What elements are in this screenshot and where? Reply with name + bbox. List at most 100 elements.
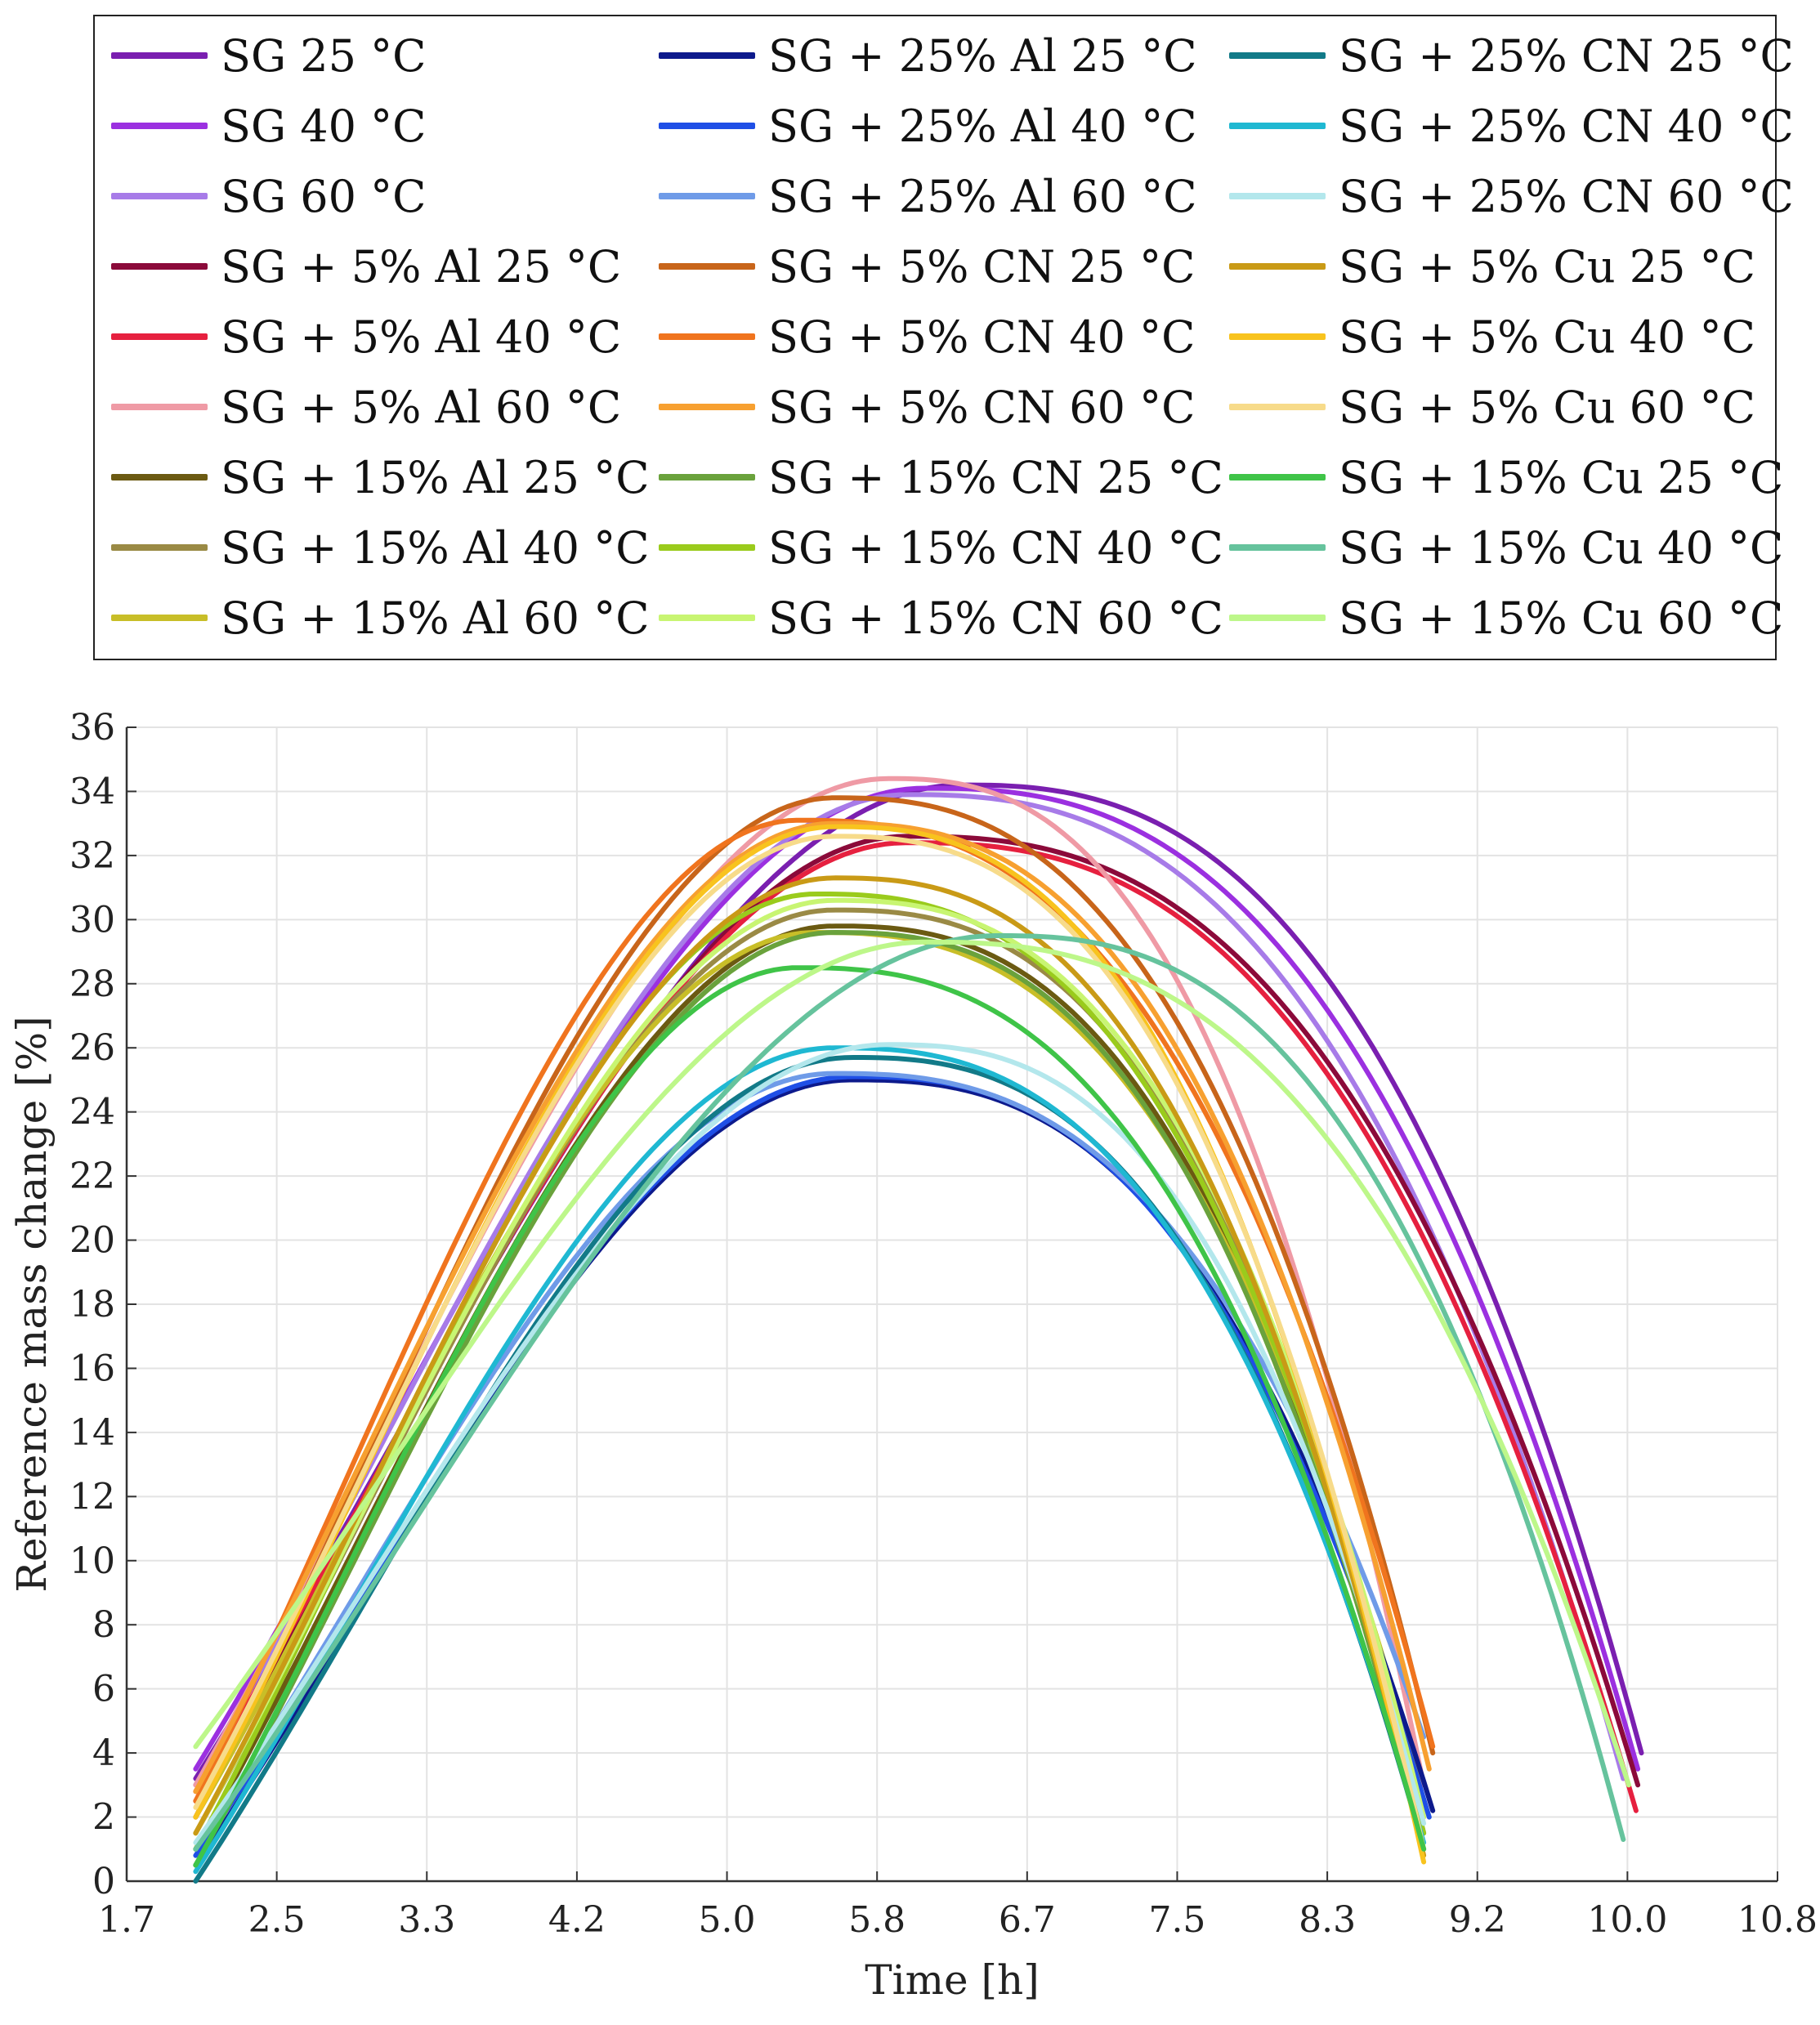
legend-label: SG + 25% Al 40 °C xyxy=(768,100,1197,152)
x-tick-label: 3.3 xyxy=(398,1899,455,1941)
y-tick-label: 36 xyxy=(69,707,115,749)
legend-swatch xyxy=(111,544,208,551)
y-tick-label: 4 xyxy=(92,1732,115,1774)
legend-entry: SG + 15% Cu 25 °C xyxy=(1229,445,1783,510)
y-tick-label: 8 xyxy=(92,1604,115,1646)
legend-swatch xyxy=(111,474,208,481)
legend-entry: SG + 5% Al 25 °C xyxy=(111,234,621,299)
legend-swatch xyxy=(1229,193,1326,199)
legend-swatch xyxy=(659,52,755,59)
x-tick-label: 9.2 xyxy=(1449,1899,1506,1941)
y-tick-label: 16 xyxy=(69,1348,115,1389)
x-tick-label: 4.2 xyxy=(548,1899,606,1941)
legend-entry: SG + 5% CN 60 °C xyxy=(659,374,1195,440)
legend-entry: SG + 15% Al 40 °C xyxy=(111,515,650,580)
x-tick-label: 6.7 xyxy=(999,1899,1056,1941)
legend-label: SG + 25% CN 40 °C xyxy=(1339,100,1794,152)
legend-label: SG + 25% Al 60 °C xyxy=(768,170,1197,222)
y-tick-label: 34 xyxy=(69,771,115,812)
legend-label: SG + 5% CN 60 °C xyxy=(768,381,1196,433)
legend-entry: SG + 5% CN 40 °C xyxy=(659,304,1195,369)
x-tick-label: 2.5 xyxy=(248,1899,306,1941)
legend-entry: SG 25 °C xyxy=(111,23,427,88)
x-tick-label: 5.8 xyxy=(848,1899,906,1941)
legend-swatch xyxy=(111,263,208,270)
legend-label: SG + 5% Cu 60 °C xyxy=(1339,381,1755,433)
series-line xyxy=(193,834,1427,1852)
legend-entry: SG + 15% CN 25 °C xyxy=(659,445,1223,510)
legend-entry: SG + 25% Al 60 °C xyxy=(659,163,1197,229)
legend-swatch xyxy=(659,263,755,270)
legend-swatch xyxy=(659,615,755,621)
legend-label: SG + 5% Cu 25 °C xyxy=(1339,240,1755,293)
x-tick-label: 8.3 xyxy=(1299,1899,1356,1941)
legend-label: SG + 15% CN 40 °C xyxy=(768,521,1223,574)
legend-entry: SG 60 °C xyxy=(111,163,427,229)
y-axis-label: Reference mass change [%] xyxy=(8,1016,56,1592)
series-line xyxy=(193,932,1626,1852)
legend-entry: SG + 5% Al 60 °C xyxy=(111,374,621,440)
y-tick-label: 10 xyxy=(69,1540,115,1582)
line-chart: 1.7 2.5 3.3 4.2 5.0 5.8 6.7 7.5 8.3 9.2 10.0 10.8 0 2… xyxy=(8,707,1818,2004)
legend: SG 25 °C SG 40 °C SG 60 °C SG + 5% Al 25 °C… xyxy=(93,15,1794,660)
legend-label: SG + 15% CN 60 °C xyxy=(768,592,1223,644)
legend-label: SG + 15% CN 25 °C xyxy=(768,451,1223,503)
legend-label: SG + 25% CN 25 °C xyxy=(1339,29,1794,82)
legend-entry: SG + 5% Cu 60 °C xyxy=(1229,374,1755,440)
legend-label: SG + 15% Al 60 °C xyxy=(221,592,650,644)
legend-entry: SG + 5% Cu 40 °C xyxy=(1229,304,1755,369)
legend-swatch xyxy=(659,193,755,199)
legend-swatch xyxy=(111,193,208,199)
y-tick-label: 12 xyxy=(69,1476,115,1518)
legend-entry: SG + 5% CN 25 °C xyxy=(659,234,1195,299)
legend-entry: SG + 15% CN 60 °C xyxy=(659,585,1223,650)
legend-swatch xyxy=(1229,615,1326,621)
legend-swatch xyxy=(659,404,755,410)
y-tick-label: 22 xyxy=(69,1156,115,1197)
legend-entry: SG + 5% Al 40 °C xyxy=(111,304,621,369)
legend-swatch xyxy=(1229,544,1326,551)
legend-label: SG 40 °C xyxy=(221,100,427,152)
legend-entry: SG + 15% Al 60 °C xyxy=(111,585,650,650)
legend-swatch xyxy=(111,404,208,410)
y-tick-label: 14 xyxy=(69,1412,115,1454)
y-tick-label: 28 xyxy=(69,963,115,1005)
legend-swatch xyxy=(659,123,755,129)
legend-swatch xyxy=(1229,263,1326,270)
legend-label: SG + 5% Al 60 °C xyxy=(221,381,622,433)
legend-label: SG + 15% Al 25 °C xyxy=(221,451,650,503)
legend-swatch xyxy=(659,474,755,481)
x-tick-label: 10.8 xyxy=(1737,1899,1818,1941)
legend-entry: SG 40 °C xyxy=(111,93,427,159)
legend-entry: SG + 15% CN 40 °C xyxy=(659,515,1223,580)
legend-entry: SG + 15% Al 25 °C xyxy=(111,445,650,510)
legend-label: SG + 15% Al 40 °C xyxy=(221,521,650,574)
legend-label: SG + 25% Al 25 °C xyxy=(768,29,1197,82)
legend-swatch xyxy=(1229,333,1326,340)
legend-label: SG + 15% Cu 40 °C xyxy=(1339,521,1784,574)
legend-label: SG + 25% CN 60 °C xyxy=(1339,170,1794,222)
legend-swatch xyxy=(1229,52,1326,59)
legend-entry: SG + 25% CN 40 °C xyxy=(1229,93,1794,159)
series-line xyxy=(193,820,1432,1795)
series-line xyxy=(193,930,1427,1868)
legend-label: SG 25 °C xyxy=(221,29,427,82)
x-tick-label: 5.0 xyxy=(699,1899,756,1941)
legend-label: SG + 5% CN 40 °C xyxy=(768,311,1196,363)
series-line xyxy=(193,792,1626,1788)
legend-label: SG 60 °C xyxy=(221,170,427,222)
y-tick-label: 24 xyxy=(69,1092,115,1133)
legend-label: SG + 5% Al 25 °C xyxy=(221,240,622,293)
y-tick-label: 26 xyxy=(69,1027,115,1069)
y-tick-label: 6 xyxy=(92,1669,115,1710)
legend-entry: SG + 15% Cu 60 °C xyxy=(1229,585,1783,650)
legend-swatch xyxy=(111,123,208,129)
series-line xyxy=(193,875,1427,1858)
legend-entry: SG + 25% CN 25 °C xyxy=(1229,23,1794,88)
legend-label: SG + 5% CN 25 °C xyxy=(768,240,1196,293)
x-tick-label: 7.5 xyxy=(1148,1899,1205,1941)
legend-label: SG + 5% Cu 40 °C xyxy=(1339,311,1755,363)
x-axis-label: Time [h] xyxy=(865,1956,1039,2004)
series-line xyxy=(193,1042,1427,1845)
x-tick-label: 10.0 xyxy=(1587,1899,1667,1941)
